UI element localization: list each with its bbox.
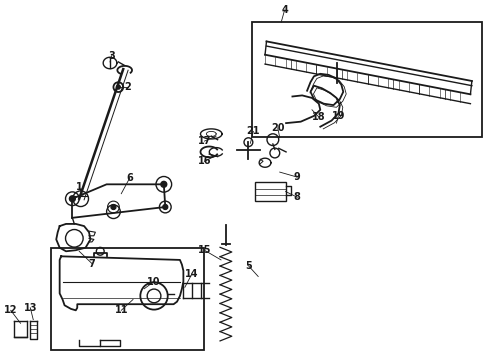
Text: 18: 18: [311, 112, 325, 122]
Text: 20: 20: [270, 123, 284, 133]
Text: 14: 14: [184, 269, 198, 279]
Circle shape: [116, 85, 120, 89]
Text: 19: 19: [331, 111, 345, 121]
Circle shape: [163, 204, 167, 210]
Text: 8: 8: [293, 192, 300, 202]
Circle shape: [111, 204, 116, 210]
Bar: [51, 248, 203, 350]
Text: 1: 1: [76, 182, 82, 192]
Text: 21: 21: [246, 126, 260, 136]
Bar: [255, 182, 285, 201]
Circle shape: [69, 196, 75, 202]
Text: 13: 13: [23, 303, 37, 313]
Text: 10: 10: [147, 276, 161, 287]
Text: 17: 17: [197, 136, 211, 146]
Bar: [251, 22, 481, 137]
Text: 5: 5: [244, 261, 251, 271]
Text: 3: 3: [108, 51, 115, 61]
Text: 4: 4: [281, 5, 287, 15]
Text: 2: 2: [124, 82, 131, 92]
Circle shape: [161, 181, 166, 187]
Text: 6: 6: [126, 173, 133, 183]
Text: 7: 7: [88, 258, 95, 269]
Text: 15: 15: [197, 245, 211, 255]
Text: 16: 16: [197, 156, 211, 166]
Text: 9: 9: [293, 172, 300, 182]
Text: 11: 11: [114, 305, 128, 315]
Text: 12: 12: [4, 305, 18, 315]
